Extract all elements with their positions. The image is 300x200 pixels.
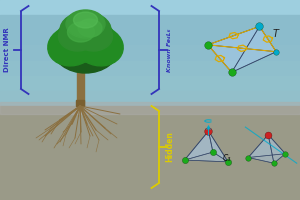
Polygon shape <box>208 45 276 72</box>
Polygon shape <box>248 135 274 163</box>
Polygon shape <box>184 152 228 162</box>
Text: Known Fe₄L₆: Known Fe₄L₆ <box>167 28 172 72</box>
Text: Direct NMR: Direct NMR <box>4 28 10 72</box>
Text: C₃: C₃ <box>223 154 231 163</box>
Ellipse shape <box>66 10 105 38</box>
Polygon shape <box>184 131 228 162</box>
Ellipse shape <box>48 26 96 66</box>
Polygon shape <box>184 131 213 160</box>
Ellipse shape <box>68 22 94 42</box>
Bar <box>0 0 300 15</box>
Bar <box>0 30 300 45</box>
Polygon shape <box>208 26 276 52</box>
Bar <box>0 76 300 91</box>
Bar <box>76 54 84 106</box>
Bar <box>0 106 300 200</box>
Polygon shape <box>208 26 260 72</box>
Ellipse shape <box>52 23 119 73</box>
Bar <box>0 102 300 114</box>
Ellipse shape <box>60 12 111 48</box>
Ellipse shape <box>56 18 116 62</box>
Bar <box>0 45 300 61</box>
Polygon shape <box>248 135 285 158</box>
Text: T: T <box>272 29 278 39</box>
Ellipse shape <box>78 19 102 37</box>
Ellipse shape <box>74 12 98 28</box>
Polygon shape <box>268 135 285 163</box>
Bar <box>0 15 300 30</box>
Bar <box>0 91 300 106</box>
Text: Hidden: Hidden <box>165 132 174 162</box>
Polygon shape <box>208 131 228 162</box>
Polygon shape <box>248 154 285 163</box>
Ellipse shape <box>74 21 112 51</box>
Bar <box>76 100 84 106</box>
Ellipse shape <box>75 26 123 66</box>
Polygon shape <box>232 26 276 72</box>
Bar <box>0 61 300 76</box>
Ellipse shape <box>58 21 98 51</box>
